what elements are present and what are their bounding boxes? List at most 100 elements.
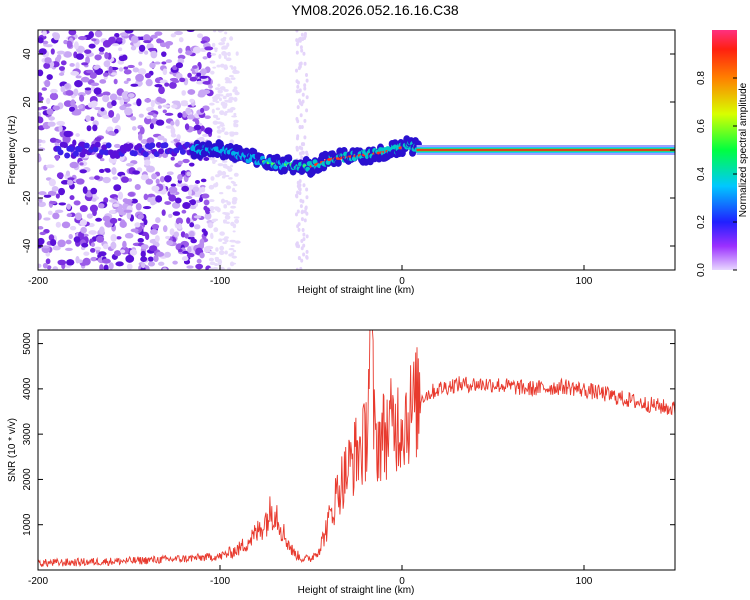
noise-blob — [223, 88, 229, 92]
noise-blob — [224, 77, 230, 82]
noise-blob — [175, 119, 180, 127]
noise-blob — [108, 109, 115, 118]
ridge-blob — [179, 148, 186, 155]
noise-blob — [150, 50, 158, 59]
noise-blob — [225, 57, 232, 62]
noise-blob — [65, 247, 73, 252]
noise-blob — [170, 156, 175, 161]
noise-blob — [112, 176, 119, 180]
noise-blob — [216, 129, 222, 134]
noise-blob — [69, 63, 75, 67]
noise-blob — [185, 107, 192, 115]
noise-blob — [94, 30, 103, 38]
noise-blob — [53, 32, 61, 41]
noise-blob — [209, 261, 216, 266]
spectrogram-plot — [38, 30, 675, 270]
noise-blob — [198, 136, 205, 142]
y-tick-label: 5000 — [22, 332, 33, 355]
noise-blob — [199, 75, 208, 79]
noise-blob — [202, 80, 211, 85]
noise-blob — [213, 30, 217, 33]
noise-blob — [66, 179, 74, 186]
noise-blob — [140, 267, 146, 270]
noise-blob — [38, 197, 43, 203]
noise-blob — [138, 44, 146, 52]
noise-blob — [81, 62, 89, 66]
noise-blob — [52, 245, 61, 251]
noise-blob — [219, 63, 225, 68]
noise-blob — [147, 261, 156, 267]
noise-blob — [219, 245, 225, 251]
noise-blob — [52, 105, 61, 111]
noise-blob — [55, 221, 61, 228]
noise-blob — [70, 71, 80, 76]
noise-blob — [63, 51, 73, 58]
noise-blob — [68, 234, 73, 240]
noise-blob — [219, 231, 225, 236]
noise-blob — [175, 217, 184, 225]
noise-blob — [300, 32, 304, 37]
noise-blob — [208, 102, 215, 106]
noise-blob — [217, 163, 224, 167]
noise-blob — [123, 209, 133, 213]
noise-blob — [302, 237, 306, 242]
noise-blob — [214, 87, 221, 91]
noise-blob — [294, 212, 298, 217]
noise-blob — [125, 254, 135, 263]
y-tick-label: 3000 — [22, 423, 33, 446]
noise-blob — [140, 256, 148, 263]
noise-blob — [174, 197, 182, 204]
noise-blob — [137, 214, 144, 220]
noise-blob — [202, 133, 209, 138]
noise-blob — [66, 259, 75, 266]
noise-blob — [222, 41, 226, 45]
noise-blob — [57, 239, 66, 248]
noise-blob — [110, 72, 118, 76]
noise-blob — [233, 97, 238, 102]
noise-blob — [58, 125, 63, 132]
noise-blob — [224, 131, 229, 136]
noise-blob — [132, 170, 140, 175]
noise-blob — [61, 221, 71, 229]
noise-blob — [193, 224, 201, 230]
noise-blob — [94, 136, 102, 142]
noise-blob — [180, 101, 189, 107]
noise-blob — [299, 204, 303, 209]
noise-blob — [186, 114, 195, 120]
noise-blob — [181, 90, 186, 96]
noise-blob — [56, 120, 66, 126]
noise-blob — [300, 246, 304, 251]
noise-blob — [303, 83, 307, 88]
noise-blob — [145, 78, 153, 87]
noise-blob — [222, 36, 227, 40]
noise-blob — [63, 100, 73, 108]
noise-blob — [145, 178, 154, 185]
noise-blob — [170, 120, 175, 126]
noise-blob — [102, 114, 111, 119]
noise-blob — [69, 161, 79, 169]
noise-blob — [54, 209, 64, 214]
noise-blob — [220, 101, 226, 107]
noise-blob — [68, 30, 77, 36]
y-tick-label: 40 — [22, 48, 33, 60]
noise-blob — [181, 256, 189, 262]
noise-blob — [215, 107, 221, 111]
noise-blob — [218, 97, 222, 102]
noise-blob — [38, 107, 43, 111]
noise-blob — [232, 230, 236, 233]
noise-blob — [165, 235, 171, 240]
noise-blob — [298, 125, 302, 130]
noise-blob — [42, 30, 47, 37]
ridge-blob — [57, 149, 64, 156]
noise-blob — [303, 135, 307, 140]
noise-blob — [89, 204, 98, 213]
noise-blob — [199, 252, 205, 259]
noise-blob — [143, 218, 148, 226]
noise-blob — [210, 176, 215, 181]
noise-blob — [58, 72, 65, 76]
noise-blob — [178, 37, 184, 43]
noise-blob — [63, 130, 73, 138]
noise-blob — [296, 190, 300, 195]
noise-blob — [184, 233, 189, 239]
noise-blob — [58, 187, 66, 196]
